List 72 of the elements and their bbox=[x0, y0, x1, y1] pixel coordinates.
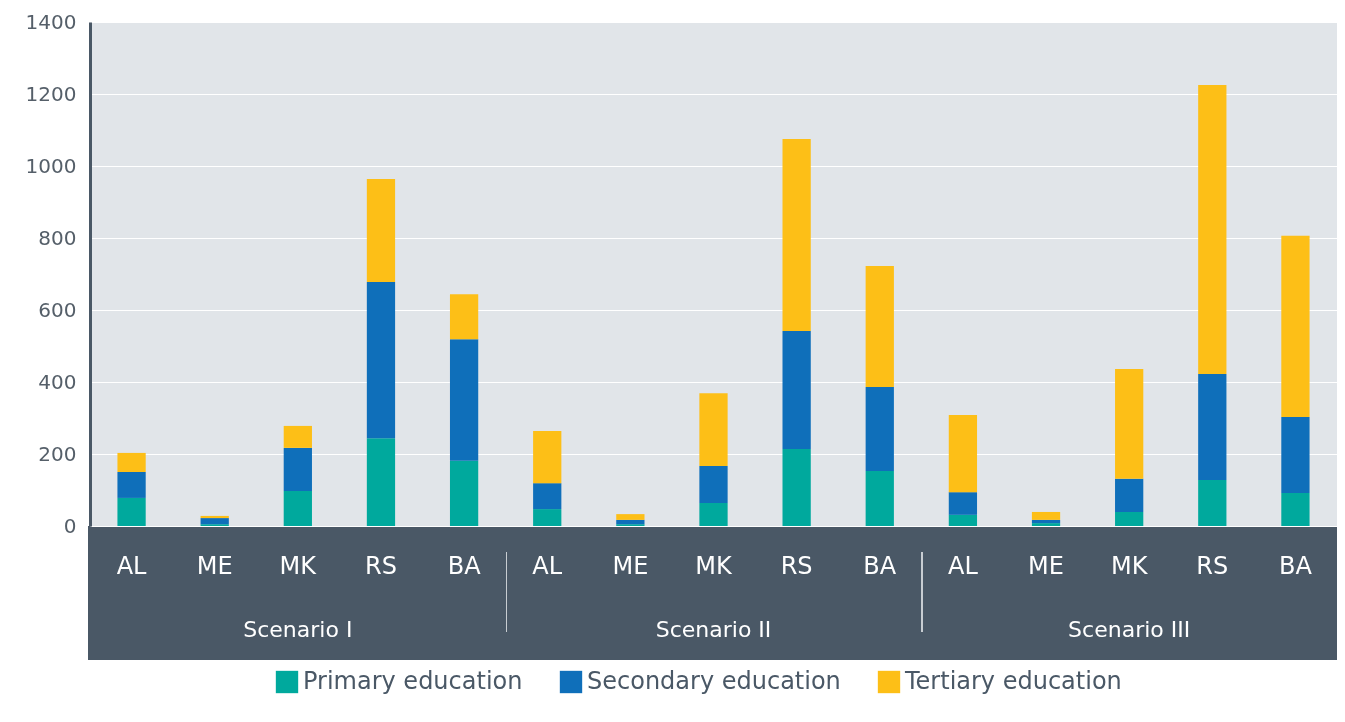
y-tick-label: 1000 bbox=[25, 153, 77, 178]
bar bbox=[117, 472, 146, 498]
bar bbox=[948, 492, 978, 515]
bar bbox=[782, 139, 811, 331]
bar bbox=[1198, 85, 1227, 375]
bar bbox=[1281, 235, 1310, 417]
bar bbox=[948, 514, 978, 526]
x-tick-label: ME bbox=[1028, 551, 1064, 580]
y-tick-label: 800 bbox=[38, 225, 77, 250]
x-tick-label: ME bbox=[612, 551, 649, 580]
x-tick-label: BA bbox=[447, 551, 482, 580]
bar bbox=[616, 519, 645, 525]
text: Scenario III bbox=[1068, 617, 1191, 642]
x-tick-label: RS bbox=[365, 551, 397, 580]
bar bbox=[283, 447, 312, 492]
x-tick-label: RS bbox=[780, 551, 813, 580]
x-tick-label: BA bbox=[863, 551, 897, 580]
text: Scenario II bbox=[655, 617, 772, 642]
bar bbox=[699, 465, 728, 503]
text: Scenario I bbox=[243, 617, 353, 642]
bar bbox=[117, 452, 146, 472]
bar bbox=[1281, 416, 1310, 493]
bar bbox=[117, 497, 146, 526]
legend-label: Tertiary education bbox=[904, 667, 1122, 695]
x-tick-label: MK bbox=[1110, 551, 1149, 580]
bar bbox=[1281, 492, 1310, 526]
legend-label: Secondary education bbox=[587, 667, 841, 695]
bar bbox=[533, 430, 562, 484]
bar bbox=[200, 518, 229, 525]
x-tick-label: AL bbox=[948, 551, 979, 580]
bar bbox=[449, 339, 479, 461]
bar bbox=[1031, 519, 1061, 524]
bar bbox=[1198, 479, 1227, 526]
bar bbox=[366, 178, 396, 282]
x-tick-label: AL bbox=[116, 551, 148, 580]
bar bbox=[200, 515, 229, 519]
bar bbox=[1198, 374, 1227, 480]
x-tick-label: BA bbox=[1278, 551, 1313, 580]
x-tick-label: RS bbox=[1196, 551, 1229, 580]
y-tick-label: 600 bbox=[38, 297, 77, 322]
x-tick-label: MK bbox=[279, 551, 318, 580]
bar bbox=[533, 509, 562, 526]
bar bbox=[616, 514, 645, 520]
bar bbox=[533, 483, 562, 510]
bar bbox=[283, 425, 312, 448]
y-tick-label: 400 bbox=[38, 369, 77, 394]
y-tick-label: 200 bbox=[38, 441, 77, 466]
bar bbox=[1115, 511, 1144, 526]
bar bbox=[948, 415, 978, 493]
bar bbox=[782, 448, 811, 526]
bar bbox=[366, 438, 396, 526]
x-tick-label: MK bbox=[695, 551, 733, 580]
x-tick-label: ME bbox=[196, 551, 233, 580]
x-tick-label: AL bbox=[532, 551, 563, 580]
bar bbox=[699, 502, 728, 526]
bar bbox=[449, 460, 479, 526]
y-tick-label: 0 bbox=[63, 513, 77, 538]
bar bbox=[1031, 511, 1061, 520]
y-tick-label: 1200 bbox=[25, 81, 77, 106]
bar bbox=[865, 266, 894, 388]
bar bbox=[1031, 523, 1061, 526]
bar bbox=[449, 294, 479, 340]
bar bbox=[1115, 369, 1144, 479]
bar bbox=[1115, 478, 1144, 512]
bar bbox=[283, 491, 312, 526]
bar bbox=[699, 393, 728, 466]
bar bbox=[366, 281, 396, 439]
bar bbox=[865, 470, 894, 526]
bar bbox=[782, 330, 811, 449]
bar bbox=[865, 387, 894, 471]
legend-label: Primary education bbox=[303, 667, 523, 695]
y-tick-label: 1400 bbox=[25, 9, 77, 34]
